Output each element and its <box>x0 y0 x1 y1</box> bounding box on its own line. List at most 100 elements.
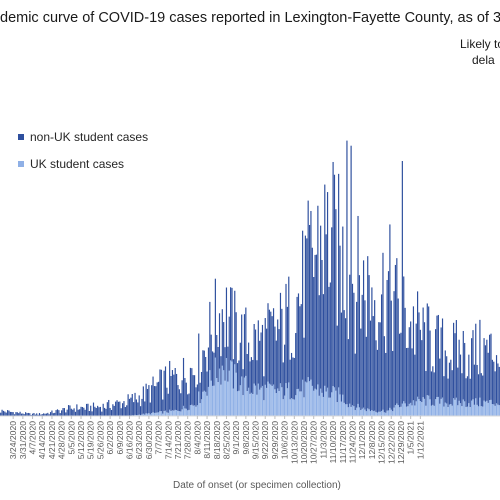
x-tick-label: 6/30/2020 <box>144 421 154 459</box>
bar-uk-student <box>340 401 342 416</box>
x-tick-label: 12/15/2020 <box>377 421 387 464</box>
bar-non-uk-student <box>166 387 168 413</box>
bar-non-uk-student <box>167 393 169 413</box>
bar-non-uk-student <box>297 293 300 389</box>
bar-non-uk-student <box>180 393 182 412</box>
bar-non-uk-student <box>356 301 358 408</box>
bar-non-uk-student <box>465 378 467 407</box>
x-tick-label: 9/1/2020 <box>231 421 241 455</box>
bar-non-uk-student <box>29 413 31 416</box>
bar-uk-student <box>439 403 441 416</box>
bar-non-uk-student <box>188 393 190 410</box>
annotation-line-2: dela <box>472 53 495 67</box>
bar-uk-student <box>236 391 239 416</box>
bar-non-uk-student <box>428 306 430 396</box>
bar-non-uk-student <box>433 372 435 406</box>
bar-non-uk-student <box>202 350 204 392</box>
bar-uk-student <box>180 411 182 416</box>
bar-uk-student <box>414 405 416 416</box>
bar-uk-student <box>213 385 215 416</box>
bar-non-uk-student <box>156 382 158 413</box>
bar-uk-student <box>444 402 446 416</box>
bar-non-uk-student <box>40 414 42 416</box>
bar-non-uk-student <box>421 340 423 403</box>
bar-non-uk-student <box>268 309 270 384</box>
bar-uk-student <box>335 390 337 416</box>
bar-uk-student <box>441 397 444 416</box>
bar-uk-student <box>162 413 164 416</box>
bar-uk-student <box>465 406 467 416</box>
bar-non-uk-student <box>174 368 176 410</box>
bar-uk-student <box>173 410 175 416</box>
bar-uk-student <box>448 404 451 416</box>
x-tick-label: 11/3/2020 <box>318 421 328 459</box>
bar-uk-student <box>224 380 226 416</box>
bar-non-uk-student <box>325 234 327 392</box>
bar-uk-student <box>397 405 399 416</box>
bar-non-uk-student <box>217 346 219 383</box>
bar-non-uk-student <box>443 376 445 407</box>
bar-non-uk-student <box>185 382 187 409</box>
bar-non-uk-student <box>386 280 388 411</box>
x-tick-label: 10/20/2020 <box>299 421 309 464</box>
bar-non-uk-student <box>159 369 161 412</box>
bar-non-uk-student <box>153 386 156 413</box>
bar-non-uk-student <box>181 380 183 410</box>
x-tick-label: 9/15/2020 <box>251 421 261 459</box>
bar-uk-student <box>433 405 435 416</box>
bar-non-uk-student <box>471 338 473 401</box>
bar-non-uk-student <box>486 339 488 401</box>
bar-non-uk-student <box>95 407 97 416</box>
bar-uk-student <box>428 395 430 416</box>
bar-uk-student <box>169 409 171 416</box>
x-axis-label: Date of onset (or specimen collection) <box>173 480 341 491</box>
bar-uk-student <box>145 413 147 416</box>
bar-non-uk-student <box>120 408 122 416</box>
bar-non-uk-student <box>148 385 150 414</box>
bar-uk-student <box>260 387 262 416</box>
bar-non-uk-student <box>101 411 103 416</box>
bar-uk-student <box>484 401 487 416</box>
bar-uk-student <box>185 408 187 416</box>
bar-non-uk-student <box>241 314 243 377</box>
bar-non-uk-student <box>254 329 257 386</box>
bar-non-uk-student <box>286 306 288 389</box>
bar-non-uk-student <box>142 386 144 414</box>
bar-non-uk-student <box>379 322 381 412</box>
bar-uk-student <box>372 411 374 416</box>
bar-non-uk-student <box>252 359 254 394</box>
bar-uk-student <box>403 401 405 416</box>
bar-non-uk-student <box>390 300 392 410</box>
legend-swatch-non-uk <box>18 134 24 140</box>
bar-non-uk-student <box>454 333 456 400</box>
bar-non-uk-student <box>162 399 164 414</box>
bar-non-uk-student <box>99 406 102 416</box>
bar-uk-student <box>272 384 275 416</box>
bar-uk-student <box>357 403 359 416</box>
bar-uk-student <box>178 411 180 416</box>
bar-uk-student <box>493 404 495 416</box>
bar-uk-student <box>498 405 500 416</box>
bar-uk-student <box>487 402 489 416</box>
bar-non-uk-student <box>376 349 379 413</box>
bar-non-uk-student <box>194 375 196 406</box>
bar-non-uk-student <box>67 405 70 416</box>
bar-non-uk-student <box>51 410 53 416</box>
x-tick-label: 11/10/2020 <box>328 421 338 464</box>
bar-non-uk-student <box>223 322 225 371</box>
bar-non-uk-student <box>85 403 88 416</box>
bar-non-uk-student <box>315 254 318 390</box>
bar-non-uk-student <box>170 375 172 411</box>
bar-non-uk-student <box>164 366 167 411</box>
bar-non-uk-student <box>321 260 323 393</box>
bar-uk-student <box>318 395 320 416</box>
bar-uk-student <box>410 402 412 416</box>
bar-non-uk-student <box>439 358 441 404</box>
bar-uk-student <box>235 372 237 416</box>
bar-non-uk-student <box>117 401 120 416</box>
bar-non-uk-student <box>389 224 391 408</box>
bar-non-uk-student <box>151 385 153 414</box>
bar-non-uk-student <box>227 346 229 382</box>
bar-uk-student <box>148 413 150 416</box>
